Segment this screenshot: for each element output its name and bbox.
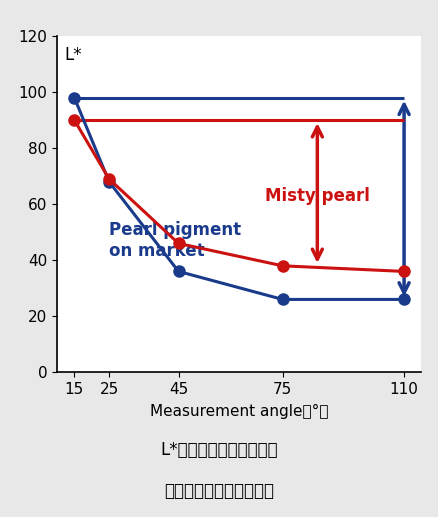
Text: L*: L* xyxy=(64,47,82,64)
Text: Pearl pigment
on market: Pearl pigment on market xyxy=(109,221,241,260)
Text: Misty pearl: Misty pearl xyxy=(265,187,369,205)
Text: L*明度の角度差が大きい: L*明度の角度差が大きい xyxy=(160,441,278,459)
X-axis label: Measurement angle（°）: Measurement angle（°） xyxy=(150,404,328,419)
Text: ＝光沢が強い、ギラつく: ＝光沢が強い、ギラつく xyxy=(164,482,274,500)
